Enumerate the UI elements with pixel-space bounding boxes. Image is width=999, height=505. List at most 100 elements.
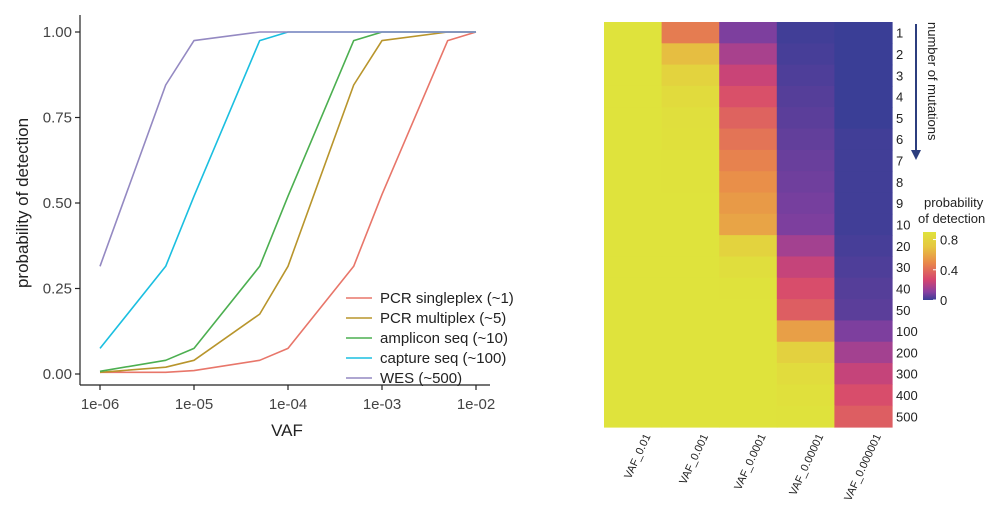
row-labels: 1 2 3 4 5 6 7 8 9 10 20 30 40 50 100 200 300 400 500 [896, 26, 918, 425]
heatmap-cell [604, 64, 663, 87]
x-axis-ticks: 1e-06 1e-05 1e-04 1e-03 1e-02 [81, 385, 495, 413]
row-label: 1 [896, 26, 903, 41]
row-label: 500 [896, 409, 918, 424]
heatmap-cell [834, 128, 893, 151]
heatmap-cell [834, 320, 893, 343]
heatmap-cell [776, 277, 835, 300]
heatmap-cell [834, 363, 893, 385]
row-label: 300 [896, 367, 918, 382]
heatmap-cell [834, 64, 893, 87]
heatmap-cell [719, 22, 778, 44]
heatmap-cell [834, 256, 893, 279]
heatmap-cell [661, 171, 720, 194]
heatmap-cell [834, 43, 893, 66]
heatmap-cell [661, 85, 720, 108]
row-label: 30 [896, 260, 910, 275]
column-labels: VAF_0.01 VAF_0.001 VAF_0.0001 VAF_0.00001 VA… [622, 432, 884, 503]
heatmap-cell [661, 235, 720, 258]
heatmap-cell [776, 192, 835, 215]
heatmap-cell [719, 64, 778, 87]
heatmap-cell [661, 320, 720, 343]
y-tick-label: 0.00 [43, 366, 72, 383]
row-label: 40 [896, 281, 910, 296]
heatmap-cell [661, 192, 720, 215]
heatmap-cell [604, 341, 663, 364]
color-legend-ticks: 0.8 0.4 0 [933, 233, 958, 308]
heatmap-cell [834, 213, 893, 236]
x-tick-label: 1e-02 [457, 396, 495, 413]
heatmap-cell [604, 256, 663, 279]
heatmap-cell [661, 128, 720, 151]
legend-title-line2: of detection [918, 211, 985, 226]
heatmap-cell [719, 171, 778, 194]
column-label: VAF_0.000001 [842, 432, 884, 500]
heatmap-cell [661, 363, 720, 385]
heatmap-cell [604, 149, 663, 172]
heatmap-cell [719, 235, 778, 258]
heatmap-cell [834, 405, 893, 428]
heatmap-cell [834, 149, 893, 172]
row-label: 2 [896, 47, 903, 62]
row-label: 4 [896, 90, 903, 105]
heatmap-cell [604, 405, 663, 428]
legend: PCR singleplex (~1) PCR multiplex (~5) amp… [346, 290, 514, 387]
row-label: 400 [896, 388, 918, 403]
heatmap-cell [776, 64, 835, 87]
heatmap-cell [776, 320, 835, 343]
heatmap-cell [776, 235, 835, 258]
heatmap-cell [834, 171, 893, 194]
heatmap-cell [604, 320, 663, 343]
column-label: VAF_0.00001 [787, 432, 826, 497]
heatmap-cell [604, 363, 663, 385]
legend-label: WES (~500) [380, 370, 462, 387]
heatmap-cell [776, 107, 835, 130]
heatmap-cell [834, 107, 893, 130]
heatmap-cell [834, 235, 893, 258]
heatmap-cell [719, 384, 778, 407]
y-tick-label: 0.25 [43, 281, 72, 298]
legend-label: PCR multiplex (~5) [380, 310, 506, 327]
row-label: 100 [896, 324, 918, 339]
heatmap-cell [719, 213, 778, 236]
column-label: VAF_0.0001 [732, 432, 768, 492]
heatmap-cell [604, 171, 663, 194]
heatmap-cell [776, 299, 835, 322]
heatmap-cell [719, 320, 778, 343]
heatmap-cell [604, 85, 663, 108]
heatmap-cell [661, 341, 720, 364]
legend-label: PCR singleplex (~1) [380, 290, 514, 307]
heatmap-cell [719, 256, 778, 279]
legend-title-line1: probability [924, 195, 984, 210]
heatmap-cell [604, 22, 663, 44]
heatmap-chart: 1 2 3 4 5 6 7 8 9 10 20 30 40 50 100 200 300 400 500 VAF_0… [604, 22, 985, 503]
heatmap-cell [661, 299, 720, 322]
column-label: VAF_0.001 [677, 432, 711, 486]
heatmap-cell [776, 256, 835, 279]
row-label: 50 [896, 303, 910, 318]
heatmap-cell [604, 213, 663, 236]
row-direction-arrowhead [911, 150, 921, 160]
y-tick-label: 0.75 [43, 110, 72, 127]
heatmap-cell [834, 22, 893, 44]
heatmap-cell [719, 192, 778, 215]
heatmap-cell [776, 85, 835, 108]
heatmap-cell [776, 171, 835, 194]
y-axis-ticks: 0.00 0.25 0.50 0.75 1.00 [43, 24, 80, 383]
heatmap-cell [719, 85, 778, 108]
column-label: VAF_0.01 [622, 432, 653, 481]
heatmap-cell [719, 107, 778, 130]
line-chart: 0.000.250.500.751.00 1e-06 1e-05 1e-04 1e-0… [13, 15, 514, 440]
heatmap-cell [661, 405, 720, 428]
heatmap-cell [661, 277, 720, 300]
row-label: 200 [896, 345, 918, 360]
legend-label: amplicon seq (~10) [380, 330, 508, 347]
series-line [99, 31, 476, 374]
heatmap-cells [604, 22, 893, 428]
heatmap-cell [661, 43, 720, 66]
legend-tick-label: 0 [940, 293, 947, 308]
heatmap-cell [604, 192, 663, 215]
heatmap-cell [719, 405, 778, 428]
heatmap-cell [776, 43, 835, 66]
row-label: 10 [896, 218, 910, 233]
